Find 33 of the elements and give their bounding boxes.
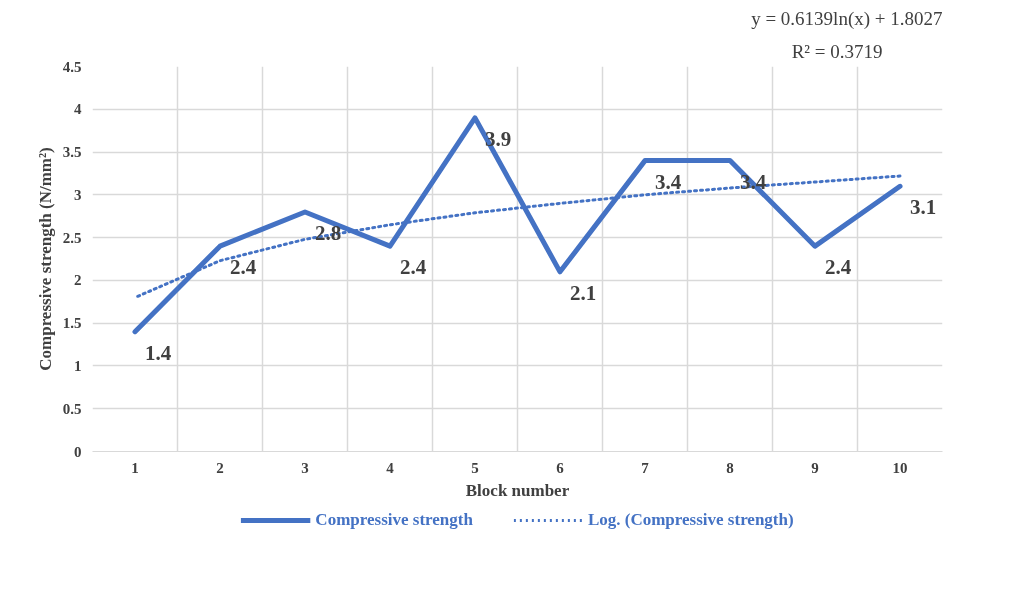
x-axis-title: Block number [465, 480, 570, 500]
x-tick-label: 5 [471, 459, 479, 476]
text: R² = 0.3719 [791, 40, 883, 62]
legend-label: Compressive strength [315, 510, 473, 530]
text: y = 0.6139ln(x) + 1.8027 [751, 7, 943, 30]
y-tick-label: 1 [74, 357, 82, 374]
y-tick-label: 3 [74, 186, 82, 203]
x-tick-label: 10 [892, 459, 908, 476]
y-axis-title: Compressive strength (N/mm²) [35, 147, 55, 371]
data-label: 2.1 [570, 280, 597, 305]
data-label: 3.4 [655, 169, 682, 194]
x-tick-label: 4 [386, 459, 395, 476]
x-tick-label: 1 [131, 459, 139, 476]
x-tick-label: 2 [216, 459, 224, 476]
data-label: 3.1 [910, 195, 937, 220]
data-label: 2.4 [230, 255, 257, 280]
y-tick-label: 0 [74, 443, 82, 460]
y-tick-label: 4.5 [62, 58, 82, 75]
x-tick-label: 3 [301, 459, 309, 476]
x-tick-label: 9 [811, 459, 819, 476]
x-tick-label: 7 [641, 459, 650, 476]
data-label: 1.4 [145, 340, 172, 365]
y-tick-label: 3.5 [62, 144, 82, 161]
x-tick-label: 8 [726, 459, 734, 476]
data-label: 2.4 [400, 255, 427, 280]
y-tick-label: 4 [74, 101, 82, 118]
y-tick-label: 1.5 [62, 315, 82, 332]
y-tick-label: 2.5 [62, 229, 82, 246]
x-tick-label: 6 [556, 459, 565, 476]
y-tick-label: 2 [74, 272, 82, 289]
y-tick-label: 0.5 [62, 400, 82, 417]
data-label: 2.4 [825, 255, 852, 280]
legend-label: Log. (Compressive strength) [587, 510, 794, 530]
